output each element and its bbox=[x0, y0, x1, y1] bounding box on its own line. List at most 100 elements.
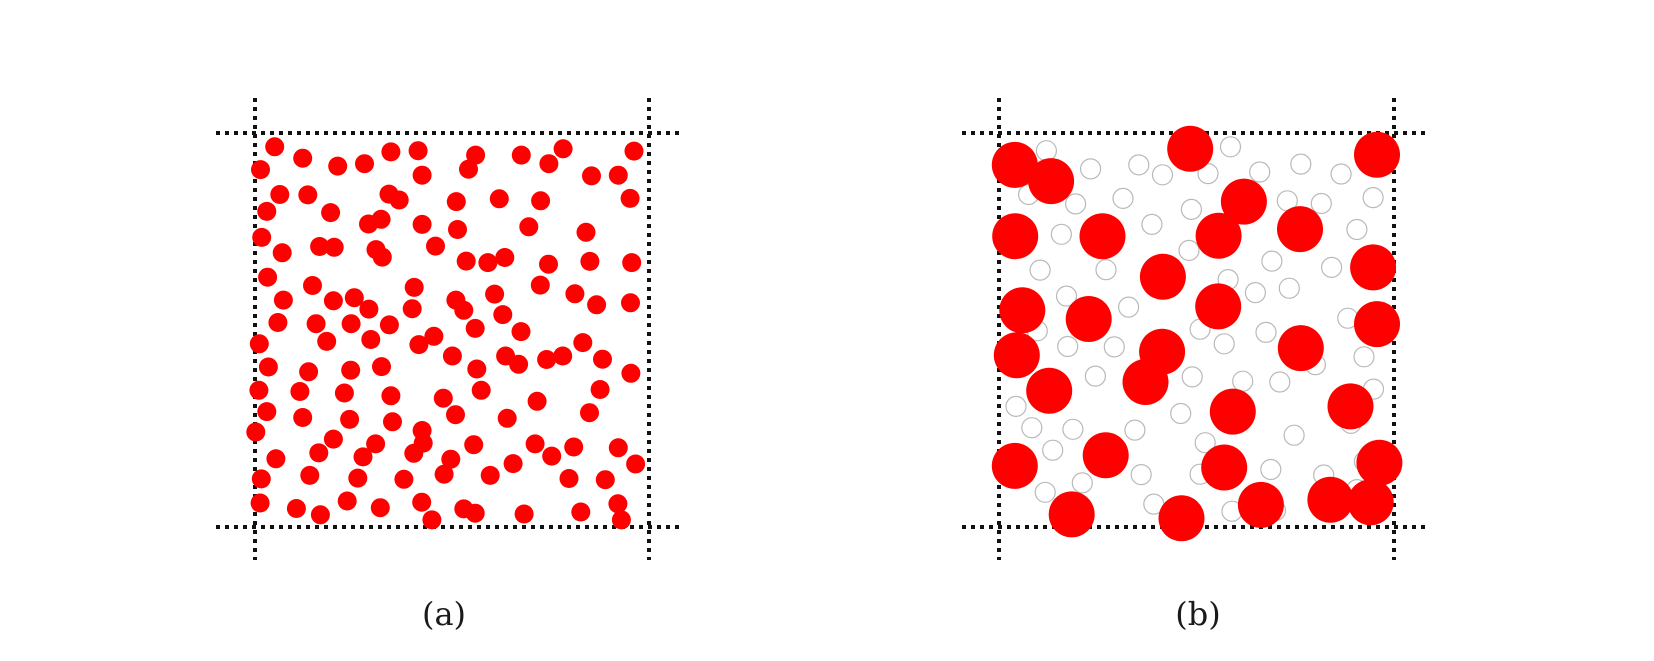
panel-a-particle bbox=[412, 492, 432, 512]
panel-b-ghost-particle bbox=[1310, 192, 1332, 215]
panel-b-big-particle bbox=[1065, 296, 1112, 342]
panel-b-big-particle bbox=[1350, 244, 1397, 291]
panel-b-ghost-particle bbox=[1290, 153, 1312, 175]
panel-b-big-particle bbox=[1347, 479, 1394, 526]
panel-a-particle bbox=[394, 469, 414, 489]
panel-a-particle bbox=[608, 494, 628, 514]
panel-b-ghost-particle bbox=[1035, 140, 1058, 162]
panel-b-big-particle bbox=[1354, 131, 1400, 178]
panel-a-particle bbox=[573, 333, 593, 353]
panel-a-particle bbox=[426, 236, 445, 256]
panel-a-particle bbox=[580, 403, 599, 423]
panel-b-big-particle bbox=[1048, 491, 1095, 538]
panel-a-particle bbox=[270, 185, 290, 204]
panel-a-particle bbox=[465, 503, 485, 523]
panel-b-big-particle bbox=[1354, 301, 1400, 348]
panel-a-particle bbox=[340, 409, 360, 429]
panel-b-big-particle bbox=[1028, 158, 1075, 205]
panel-a-particle bbox=[582, 166, 601, 186]
panel-a-particle bbox=[564, 437, 584, 457]
panel-b-big-particle bbox=[991, 442, 1038, 489]
panel-a-particle bbox=[485, 284, 505, 304]
panel-a-particle bbox=[503, 454, 523, 474]
panel-a-particle bbox=[251, 160, 270, 180]
panel-a-particle bbox=[348, 468, 368, 488]
panel-a-particle bbox=[624, 141, 644, 161]
panel-a-particle bbox=[559, 469, 579, 488]
panel-a-particle bbox=[286, 499, 306, 518]
panel-a-particle bbox=[379, 315, 399, 335]
panel-b-ghost-particle bbox=[1170, 402, 1192, 425]
panel-a-particle bbox=[493, 305, 513, 325]
panel-a-particle bbox=[273, 290, 293, 310]
panel-a-particle bbox=[622, 253, 642, 273]
panel-b-ghost-particle bbox=[1320, 256, 1343, 278]
panel-a-particle bbox=[317, 331, 337, 351]
panel-a-particle bbox=[299, 362, 319, 382]
panel-a-particle bbox=[446, 192, 466, 212]
panel-a-particle bbox=[252, 227, 272, 247]
panel-a-particle bbox=[249, 334, 269, 354]
panel-b-ghost-particle bbox=[1124, 419, 1146, 441]
panel-b-caption: (b) bbox=[1175, 595, 1220, 633]
panel-b-big-particle bbox=[1356, 439, 1403, 486]
panel-a-particle bbox=[323, 291, 343, 311]
panel-b-big-particle bbox=[1122, 359, 1169, 405]
panel-a-particle bbox=[608, 438, 628, 458]
panel-b-big-particle bbox=[1237, 481, 1284, 528]
panel-a-particle bbox=[341, 360, 361, 380]
panel-a-particle bbox=[539, 254, 558, 274]
panel-a-particle bbox=[306, 314, 326, 334]
panel-b-ghost-particle bbox=[1071, 472, 1093, 494]
panel-b-big-particle bbox=[1327, 383, 1374, 430]
panel-b-ghost-particle bbox=[1180, 198, 1203, 220]
panel-a-particle bbox=[626, 454, 646, 474]
panel-a-particle bbox=[246, 422, 266, 442]
panel-a-particle bbox=[542, 446, 562, 466]
panel-a-particle bbox=[250, 493, 270, 513]
panel-b-ghost-particle bbox=[1260, 458, 1282, 481]
panel-b-ghost-particle bbox=[1213, 333, 1235, 355]
panel-b-ghost-particle bbox=[1255, 321, 1277, 343]
panel-b-ghost-particle bbox=[1219, 136, 1242, 158]
panel-a-particle bbox=[553, 139, 573, 159]
panel-a-particle bbox=[361, 330, 381, 349]
panel-b-ghost-particle bbox=[1050, 223, 1073, 245]
panel-a-particle bbox=[328, 156, 348, 176]
panel-a: (a) bbox=[216, 98, 682, 633]
panel-a-particle bbox=[621, 363, 641, 383]
panel-a-particle bbox=[412, 165, 432, 185]
panel-b-ghost-particle bbox=[1181, 366, 1203, 388]
panel-a-particle bbox=[509, 354, 529, 374]
panel-a-particle bbox=[480, 465, 500, 485]
panel-a-particle bbox=[511, 145, 531, 165]
panel-b-big-particle bbox=[993, 332, 1040, 379]
panel-a-particle bbox=[370, 498, 390, 518]
panel-a-particle bbox=[371, 209, 391, 229]
panel-a-particle bbox=[593, 349, 612, 369]
panel-b-big-particle bbox=[1082, 432, 1129, 479]
panel-a-particle bbox=[608, 165, 628, 185]
panel-b-big-particle bbox=[1201, 444, 1248, 491]
panel-b-ghost-particle bbox=[1269, 371, 1291, 393]
panel-a-particle bbox=[464, 435, 484, 455]
panel-a-particle bbox=[372, 357, 391, 377]
panel-a-particle bbox=[381, 142, 401, 162]
panel-b-ghost-particle bbox=[1346, 218, 1368, 241]
panel-b-ghost-particle bbox=[1055, 285, 1078, 307]
panel-b-big-particle bbox=[1026, 367, 1073, 414]
panel-a-particle bbox=[433, 388, 453, 408]
panel-a-particle bbox=[402, 299, 422, 319]
panel-b-ghost-particle bbox=[1232, 370, 1254, 392]
panel-a-caption: (a) bbox=[422, 595, 466, 633]
panel-b: (b) bbox=[962, 98, 1428, 633]
panel-a-particle bbox=[519, 217, 539, 237]
panel-b-ghost-particle bbox=[1151, 164, 1174, 186]
panel-a-particles bbox=[246, 137, 646, 530]
panel-a-particle bbox=[290, 382, 310, 401]
panel-a-particle bbox=[537, 350, 557, 369]
panel-a-particle bbox=[587, 295, 607, 315]
panel-a-particle bbox=[576, 222, 596, 242]
panel-b-ghost-particle bbox=[1353, 346, 1375, 368]
panel-a-particle bbox=[530, 275, 550, 295]
